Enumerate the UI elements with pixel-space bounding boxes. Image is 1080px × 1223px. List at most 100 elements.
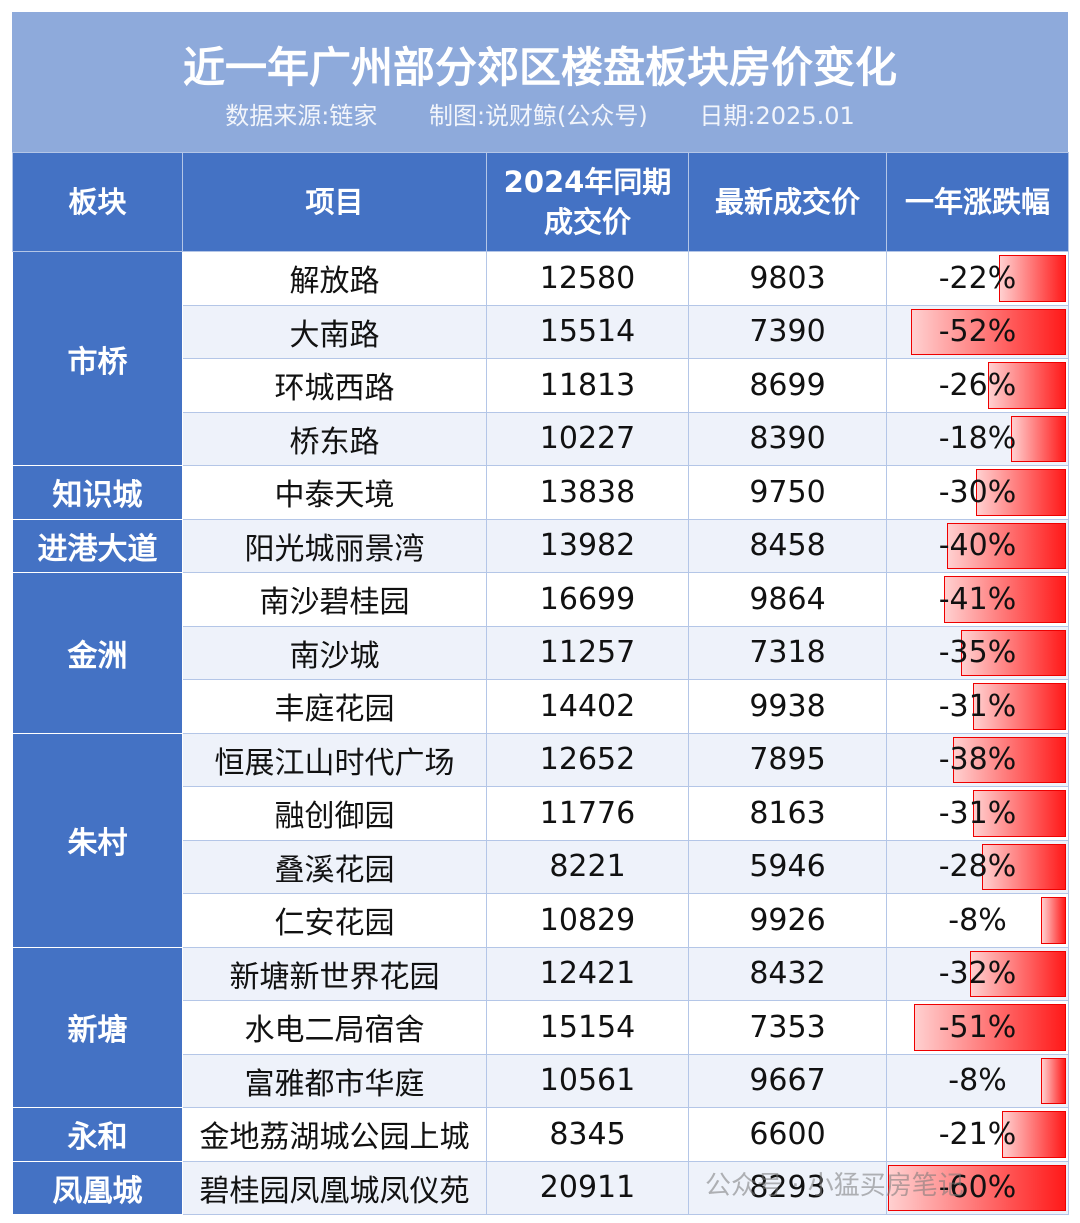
table-row: 大南路 15514 7390 -52%: [13, 304, 1069, 359]
change-cell: -22%: [886, 251, 1069, 306]
table-row: 仁安花园 10829 9926 -8%: [13, 893, 1069, 948]
project-cell: 水电二局宿舍: [182, 1000, 487, 1055]
table-row: 进港大道 阳光城丽景湾 13982 8458 -40%: [12, 518, 1069, 573]
group-cell: 朱村: [12, 732, 183, 948]
change-label: -41%: [938, 581, 1017, 617]
change-cell: -35%: [886, 625, 1069, 680]
column-header: 最新成交价: [688, 152, 887, 252]
title: 近一年广州部分郊区楼盘板块房价变化: [182, 43, 897, 92]
prev-price-cell: 13982: [486, 518, 689, 573]
group-cell: 知识城: [12, 465, 183, 520]
prev-price-cell: 11776: [486, 786, 689, 841]
prev-price-cell: 8345: [486, 1107, 689, 1162]
project-cell: 恒展江山时代广场: [182, 732, 487, 787]
change-label: -18%: [938, 421, 1017, 457]
change-label: -8%: [948, 902, 1007, 938]
latest-price-cell: 8458: [688, 518, 887, 573]
column-header: 2024年同期 成交价: [486, 152, 689, 252]
header-row: 板块 项目 2024年同期 成交价 最新成交价 一年涨跌幅: [12, 152, 1069, 252]
change-cell: -41%: [886, 572, 1069, 627]
latest-price-cell: 9750: [688, 465, 887, 520]
change-label: -31%: [938, 795, 1017, 831]
header: 近一年广州部分郊区楼盘板块房价变化 数据来源:链家 制图:说财鲸(公众号) 日期…: [12, 12, 1068, 152]
change-label: -52%: [938, 314, 1017, 350]
change-cell: -8%: [886, 1053, 1069, 1108]
table-row: 叠溪花园 8221 5946 -28%: [13, 839, 1069, 894]
column-header-line: 2024年同期: [503, 165, 672, 199]
change-cell: -52%: [886, 304, 1069, 359]
column-header-line: 成交价: [543, 205, 631, 239]
project-cell: 南沙城: [182, 625, 487, 680]
prev-price-cell: 12421: [486, 946, 689, 1001]
latest-price-cell: 8163: [688, 786, 887, 841]
data-bar: [952, 736, 1066, 783]
prev-price-cell: 11813: [486, 358, 689, 413]
change-cell: -60%: [886, 1160, 1069, 1215]
table-row: 新塘 新塘新世界花园 12421 8432 -32%: [12, 946, 1069, 1108]
table-row: 凤凰城 碧桂园凤凰城凤仪苑 20911 8293 -60%: [12, 1160, 1069, 1215]
change-cell: -31%: [886, 679, 1069, 734]
prev-price-cell: 12580: [486, 251, 689, 306]
latest-price-cell: 9864: [688, 572, 887, 627]
data-bar: [973, 790, 1066, 837]
subtitle: 数据来源:链家 制图:说财鲸(公众号) 日期:2025.01: [12, 96, 1068, 131]
latest-price-cell: 8293: [688, 1160, 887, 1215]
project-cell: 南沙碧桂园: [182, 572, 487, 627]
change-cell: -31%: [886, 786, 1069, 841]
prev-price-cell: 10561: [486, 1053, 689, 1108]
prev-price-cell: 10227: [486, 411, 689, 466]
column-header: 项目: [182, 152, 487, 252]
data-bar: [1002, 1111, 1066, 1158]
prev-price-cell: 13838: [486, 465, 689, 520]
project-cell: 融创御园: [182, 786, 487, 841]
source: 数据来源:链家: [225, 102, 378, 130]
latest-price-cell: 9803: [688, 251, 887, 306]
column-header: 板块: [12, 152, 183, 252]
table-row: 金洲 南沙碧桂园 16699 9864 -41%: [12, 572, 1069, 734]
change-label: -38%: [938, 742, 1017, 778]
group-cell: 永和: [12, 1107, 183, 1162]
table-row: 富雅都市华庭 10561 9667 -8%: [13, 1053, 1069, 1108]
latest-price-cell: 7390: [688, 304, 887, 359]
project-cell: 新塘新世界花园: [182, 946, 487, 1001]
table-row: 桥东路 10227 8390 -18%: [13, 411, 1069, 466]
change-label: -30%: [938, 474, 1017, 510]
latest-price-cell: 6600: [688, 1107, 887, 1162]
latest-price-cell: 7895: [688, 732, 887, 787]
change-cell: -51%: [886, 1000, 1069, 1055]
table-row: 知识城 中泰天境 13838 9750 -30%: [12, 465, 1069, 520]
change-label: -8%: [948, 1063, 1007, 1099]
change-cell: -40%: [886, 518, 1069, 573]
data-bar: [1040, 897, 1066, 944]
prev-price-cell: 16699: [486, 572, 689, 627]
data-bar: [981, 843, 1066, 890]
change-label: -28%: [938, 849, 1017, 885]
project-cell: 丰庭花园: [182, 679, 487, 734]
data-bar: [1011, 415, 1066, 462]
change-cell: -8%: [886, 893, 1069, 948]
data-bar: [943, 576, 1066, 623]
change-cell: -32%: [886, 946, 1069, 1001]
change-label: -31%: [938, 688, 1017, 724]
change-cell: -28%: [886, 839, 1069, 894]
change-cell: -21%: [886, 1107, 1069, 1162]
latest-price-cell: 7318: [688, 625, 887, 680]
latest-price-cell: 8699: [688, 358, 887, 413]
table-card: 近一年广州部分郊区楼盘板块房价变化 数据来源:链家 制图:说财鲸(公众号) 日期…: [12, 12, 1069, 1215]
data-bar: [1040, 1057, 1066, 1104]
project-cell: 仁安花园: [182, 893, 487, 948]
project-cell: 解放路: [182, 251, 487, 306]
data-bar: [973, 683, 1066, 730]
date: 日期:2025.01: [699, 102, 855, 130]
table-row: 永和 金地荔湖城公园上城 8345 6600 -21%: [12, 1107, 1069, 1162]
prev-price-cell: 12652: [486, 732, 689, 787]
project-cell: 叠溪花园: [182, 839, 487, 894]
group-cell: 市桥: [12, 251, 183, 466]
project-cell: 环城西路: [182, 358, 487, 413]
data-bar: [961, 629, 1066, 676]
data-bar: [946, 522, 1066, 569]
latest-price-cell: 8390: [688, 411, 887, 466]
change-label: -26%: [938, 367, 1017, 403]
change-label: -35%: [938, 635, 1017, 671]
